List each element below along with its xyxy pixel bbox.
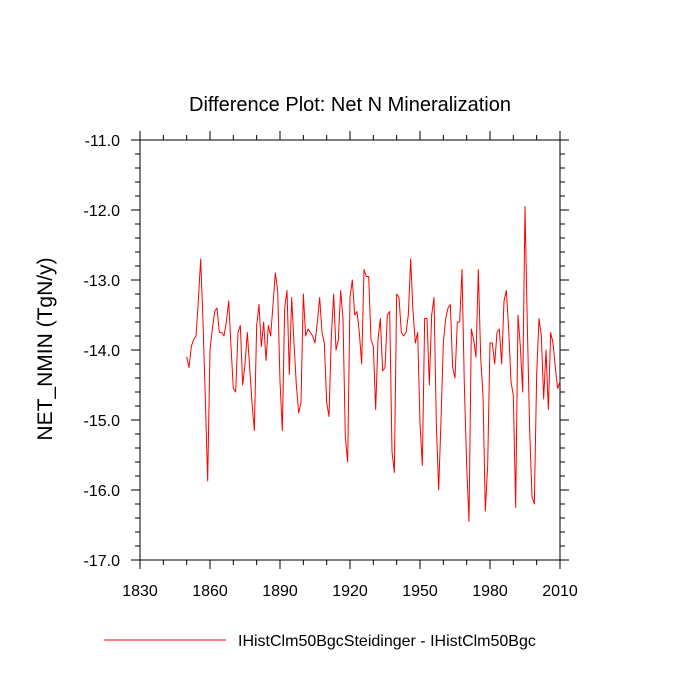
x-tick-label: 1860 (192, 583, 228, 600)
plot-frame (139, 139, 561, 561)
y-tick-label: -17.0 (84, 553, 121, 570)
x-tick-label: 1830 (122, 583, 158, 600)
y-tick-label: -11.0 (85, 133, 120, 150)
y-tick-labels: -11.0 -12.0 -13.0 -14.0 -15.0 -16.0 -17.0 (84, 133, 121, 570)
x-tick-label: 1920 (332, 583, 368, 600)
y-tick-label: -14.0 (84, 343, 121, 360)
major-ticks (131, 131, 569, 569)
series-line (186, 206, 561, 522)
x-tick-label: 1890 (262, 583, 298, 600)
y-tick-label: -16.0 (84, 483, 121, 500)
x-tick-label: 1950 (402, 583, 438, 600)
chart-title: Difference Plot: Net N Mineralization (189, 94, 511, 116)
y-tick-label: -12.0 (84, 203, 121, 220)
x-tick-labels: 1830 1860 1890 1920 1950 1980 2010 (122, 583, 578, 600)
series-group (186, 206, 561, 522)
legend: IHistClm50BgcSteidinger - IHistClm50Bgc (104, 633, 536, 650)
y-axis-label-group: NET_NMIN (TgN/y) (34, 257, 57, 440)
minor-ticks (135, 135, 565, 565)
y-tick-label: -13.0 (84, 273, 121, 290)
x-tick-label: 1980 (472, 583, 508, 600)
legend-label: IHistClm50BgcSteidinger - IHistClm50Bgc (238, 633, 536, 650)
y-tick-label: -15.0 (84, 413, 121, 430)
x-tick-label: 2010 (542, 583, 578, 600)
y-axis-label: NET_NMIN (TgN/y) (34, 257, 57, 440)
